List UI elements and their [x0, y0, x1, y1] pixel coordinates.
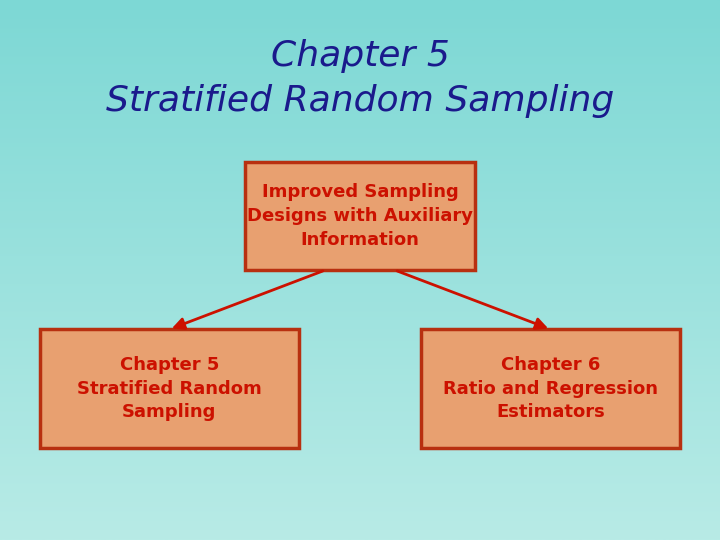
- FancyBboxPatch shape: [421, 329, 680, 448]
- FancyBboxPatch shape: [40, 329, 299, 448]
- Text: Chapter 6
Ratio and Regression
Estimators: Chapter 6 Ratio and Regression Estimator…: [444, 356, 658, 421]
- Text: Chapter 5
Stratified Random
Sampling: Chapter 5 Stratified Random Sampling: [77, 356, 261, 421]
- FancyBboxPatch shape: [245, 162, 475, 270]
- Text: Improved Sampling
Designs with Auxiliary
Information: Improved Sampling Designs with Auxiliary…: [247, 184, 473, 248]
- Text: Chapter 5
Stratified Random Sampling: Chapter 5 Stratified Random Sampling: [106, 39, 614, 118]
